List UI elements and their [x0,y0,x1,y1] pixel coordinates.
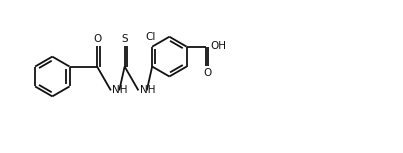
Text: NH: NH [140,85,156,95]
Text: OH: OH [210,41,226,50]
Text: NH: NH [112,85,128,95]
Text: Cl: Cl [145,32,156,42]
Text: O: O [203,68,211,78]
Text: O: O [93,34,101,44]
Text: S: S [121,34,128,44]
